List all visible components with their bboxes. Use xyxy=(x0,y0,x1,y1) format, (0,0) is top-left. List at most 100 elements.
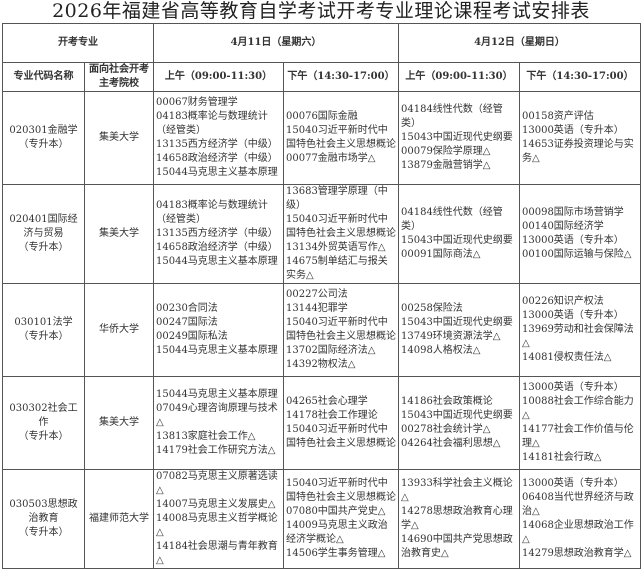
header-row-sessions: 专业代码名称 面向社会开考主考院校 上午（09:00-11:30） 下午（14:… xyxy=(2,62,641,92)
session-cell-d2-pm: 13000英语（专升本） 10088社会工作综合能力△ 14177社会工作价值与伦理… xyxy=(519,376,641,470)
course-item: 00077金融市场学△ xyxy=(286,153,376,164)
course-item: 14068企业思想政治工作△ xyxy=(522,520,634,545)
course-item: 13000英语（专升本） xyxy=(522,478,624,489)
course-item: 14506学生事务管理△ xyxy=(286,548,386,559)
major-major: 030101法学 xyxy=(14,317,73,328)
school-cell: 集美大学 xyxy=(84,184,154,284)
day2-pm-header: 下午（14:30-17:00） xyxy=(519,62,641,92)
course-item: 00140国际经济学 xyxy=(522,221,604,232)
major-level: （专升本） xyxy=(18,139,69,150)
session-cell-d2-am: 04184线性代数（经管类） 15043中国近现代史纲要 00091国际商法△ xyxy=(398,184,520,284)
course-item: 07080中国共产党史△ xyxy=(286,506,386,517)
session-cell-d2-pm: 13000英语（专升本） 06408当代世界经济与政治△ 14068企业思想政治工作… xyxy=(519,469,641,569)
course-item: 00247国际法 xyxy=(156,317,218,328)
major-level: （专升本） xyxy=(18,242,69,253)
course-item: 14184社会思潮与青年教育△ xyxy=(156,541,278,566)
course-item: 15043中国近现代史纲要 xyxy=(401,317,513,328)
course-item: 15040习近平新时代中国特色社会主义思想概论 xyxy=(286,214,396,239)
day1-pm-header: 下午（14:30-17:00） xyxy=(283,62,399,92)
course-item: 15043中国近现代史纲要 xyxy=(401,132,513,143)
course-item: 15040习近平新时代中国特色社会主义思想概论 xyxy=(286,424,396,449)
course-item: 13749环境资源法学△ xyxy=(401,331,501,342)
course-item: 14098人格权法△ xyxy=(401,345,481,356)
course-item: 10088社会工作综合能力△ xyxy=(522,396,634,421)
major-cell: 030101法学 （专升本） xyxy=(2,283,85,377)
course-item: 00278社会统计学△ xyxy=(401,424,491,435)
course-item: 00091国际商法△ xyxy=(401,249,481,260)
session-cell-d1-pm: 00076国际金融 15040习近平新时代中国特色社会主义思想概论 00077金融市… xyxy=(283,91,399,185)
major-level: （专升本） xyxy=(18,527,69,538)
course-item: 13702国际经济法△ xyxy=(286,345,376,356)
course-item: 00230合同法 xyxy=(156,303,218,314)
header-row-dates: 开考专业 4月11日（星期六） 4月12日（星期日） xyxy=(2,23,641,63)
major-level: （专升本） xyxy=(18,431,69,442)
course-item: 15044马克思主义基本原理 xyxy=(156,256,278,267)
session-cell-d1-pm: 04265社会心理学 14178社会工作理论 15040习近平新时代中国特色社会主义… xyxy=(283,376,399,470)
course-item: 04184线性代数（经管类） xyxy=(401,207,503,232)
course-item: 13000英语（专升本） xyxy=(522,382,624,393)
major-level: （专升本） xyxy=(18,331,69,342)
course-item: 04265社会心理学 xyxy=(286,396,368,407)
page-title: 2026年福建省高等教育自学考试开考专业理论课程考试安排表 xyxy=(52,0,590,22)
course-item: 14653证券投资理论与实务△ xyxy=(522,139,634,164)
course-item: 13683管理学原理（中级） xyxy=(286,186,388,211)
day1-header: 4月11日（星期六） xyxy=(153,23,399,63)
course-item: 15044马克思主义基本原理 xyxy=(156,389,278,400)
course-item: 04184线性代数（经管类） xyxy=(401,104,503,129)
course-item: 13969劳动和社会保障法△ xyxy=(522,324,634,349)
session-cell-d1-pm: 00227公司法 13144犯罪学 15040习近平新时代中国特色社会主义思想概论 1… xyxy=(283,283,399,377)
course-item: 14658政治经济学（中级） xyxy=(156,242,278,253)
course-item: 14181社会行政△ xyxy=(522,452,602,463)
course-item: 00226知识产权法 xyxy=(522,296,604,307)
table-row: 030503思想政治教育 （专升本） 福建师范大学 07082马克思主义原著选读△ 14… xyxy=(2,469,641,569)
session-cell-d2-pm: 00098国际市场营销学 00140国际经济学 13000英语（专升本） 00100国… xyxy=(519,184,641,284)
school-cell: 华侨大学 xyxy=(84,283,154,377)
major-cell: 030503思想政治教育 （专升本） xyxy=(2,469,85,569)
course-item: 14690中国共产党思想政治教育史△ xyxy=(401,534,513,559)
course-item: 13879金融营销学△ xyxy=(401,160,491,171)
table-row: 020301金融学 （专升本） 集美大学 00067财务管理学 04183概率论与数理统… xyxy=(2,91,641,185)
course-item: 14177社会工作价值与伦理△ xyxy=(522,424,634,449)
course-item: 00079保险学原理△ xyxy=(401,146,491,157)
course-item: 15040习近平新时代中国特色社会主义思想概论 xyxy=(286,125,396,150)
course-item: 00227公司法 xyxy=(286,289,348,300)
course-item: 00158资产评估 xyxy=(522,111,594,122)
course-item: 04264社会福利思想△ xyxy=(401,438,501,449)
session-cell-d1-am: 15044马克思主义基本原理 07049心理咨询原理与技术△ 13813家庭社会工作… xyxy=(153,376,284,470)
course-item: 13135西方经济学（中级） xyxy=(156,228,278,239)
course-item: 14186社会政策概论 xyxy=(401,396,493,407)
course-item: 14675制单结汇与报关实务△ xyxy=(286,256,388,281)
school-cell: 福建师范大学 xyxy=(84,469,154,569)
course-item: 00067财务管理学 xyxy=(156,97,238,108)
course-item: 04183概率论与数理统计（经管类） xyxy=(156,111,268,136)
course-item: 13135西方经济学（中级） xyxy=(156,139,278,150)
session-cell-d2-am: 00258保险法 15043中国近现代史纲要 13749环境资源法学△ 14098人格… xyxy=(398,283,520,377)
session-cell-d1-am: 00230合同法 00247国际法 00249国际私法 15044马克思主义基本原理 xyxy=(153,283,284,377)
school-cell: 集美大学 xyxy=(84,376,154,470)
course-item: 13933科学社会主义概论△ xyxy=(401,478,513,503)
exam-schedule-table: 开考专业 4月11日（星期六） 4月12日（星期日） 专业代码名称 面向社会开考… xyxy=(2,23,641,569)
table-row: 020401国际经济与贸易 （专升本） 集美大学 04183概率论与数理统计（经管类）… xyxy=(2,184,641,284)
course-item: 13144犯罪学 xyxy=(286,303,348,314)
major-cell: 020301金融学 （专升本） xyxy=(2,91,85,185)
course-item: 15044马克思主义基本原理 xyxy=(156,345,278,356)
session-cell-d1-am: 04183概率论与数理统计（经管类） 13135西方经济学（中级） 14658政治经… xyxy=(153,184,284,284)
course-item: 14009马克思主义政治经济学概论△ xyxy=(286,520,388,545)
course-item: 14658政治经济学（中级） xyxy=(156,153,278,164)
day2-am-header: 上午（09:00-11:30） xyxy=(398,62,520,92)
school-cell: 集美大学 xyxy=(84,91,154,185)
major-cell: 020401国际经济与贸易 （专升本） xyxy=(2,184,85,284)
course-item: 15040习近平新时代中国特色社会主义思想概论 xyxy=(286,317,396,342)
course-item: 00098国际市场营销学 xyxy=(522,207,624,218)
course-item: 13000英语（专升本） xyxy=(522,125,624,136)
session-cell-d2-pm: 00158资产评估 13000英语（专升本） 14653证券投资理论与实务△ xyxy=(519,91,641,185)
course-item: 14179社会工作研究方法△ xyxy=(156,445,276,456)
course-item: 04183概率论与数理统计（经管类） xyxy=(156,200,268,225)
table-row: 030101法学 （专升本） 华侨大学 00230合同法 00247国际法 00249国际… xyxy=(2,283,641,377)
session-cell-d1-pm: 13683管理学原理（中级） 15040习近平新时代中国特色社会主义思想概论 131… xyxy=(283,184,399,284)
course-item: 00076国际金融 xyxy=(286,111,358,122)
course-item: 15043中国近现代史纲要 xyxy=(401,235,513,246)
course-item: 13000英语（专升本） xyxy=(522,310,624,321)
day1-am-header: 上午（09:00-11:30） xyxy=(153,62,284,92)
course-item: 13813家庭社会工作△ xyxy=(156,431,256,442)
